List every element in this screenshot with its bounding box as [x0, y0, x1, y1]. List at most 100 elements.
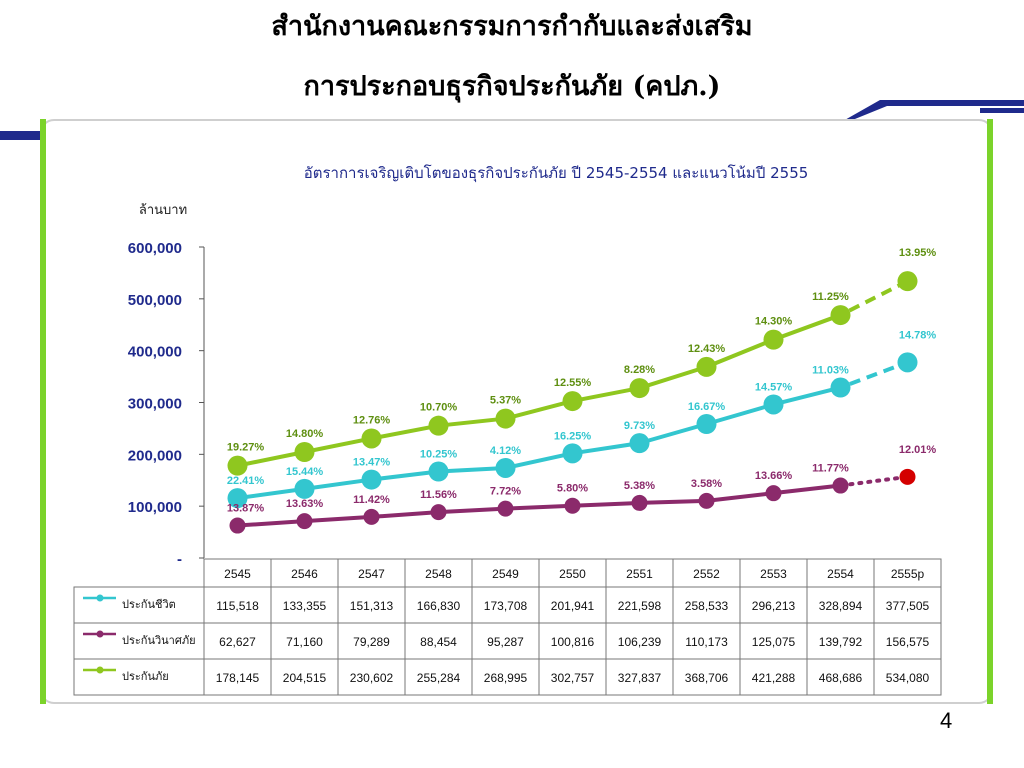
table-cell [672, 658, 741, 696]
forecast-line-total [848, 279, 909, 313]
table-cell-value: 100,816 [551, 635, 595, 649]
data-point-life [763, 394, 784, 415]
table-cell-value: 268,995 [484, 671, 528, 685]
forecast-line-nonlife [848, 474, 910, 487]
table-cell-value: 421,288 [752, 671, 796, 685]
table-header-cell [605, 558, 674, 588]
table-header-label: 2555p [891, 567, 925, 581]
page-number: 4 [940, 708, 953, 733]
table-cell [806, 586, 875, 624]
data-point-total [227, 455, 248, 476]
data-point-life [897, 352, 918, 373]
growth-label-nonlife: 5.80% [557, 483, 588, 495]
growth-label-total: 12.43% [688, 343, 726, 355]
data-point-life [562, 443, 583, 464]
table-cell-value: 95,287 [487, 635, 524, 649]
data-point-nonlife [430, 504, 447, 521]
table-cell [337, 586, 406, 624]
data-point-total [830, 305, 851, 326]
table-cell [806, 622, 875, 660]
table-cell [270, 622, 339, 660]
table-cell-value: 88,454 [420, 635, 457, 649]
data-point-life [361, 469, 382, 490]
growth-label-life: 14.78% [899, 329, 937, 341]
growth-label-life: 9.73% [624, 420, 655, 432]
data-point-total [629, 378, 650, 399]
growth-label-nonlife: 11.56% [420, 489, 457, 501]
data-point-total [562, 391, 583, 412]
growth-label-life: 14.57% [755, 381, 793, 393]
table-cell [672, 622, 741, 660]
table-cell-value: 230,602 [350, 671, 394, 685]
legend-swatch-marker [96, 630, 104, 638]
forecast-line-life [849, 360, 909, 386]
y-tick-label: 100,000 [128, 499, 182, 516]
y-tick-label: 300,000 [128, 396, 182, 413]
growth-label-nonlife: 13.63% [286, 498, 324, 510]
growth-label-life: 11.03% [812, 365, 849, 377]
table-header-label: 2545 [224, 567, 251, 581]
table-header-label: 2549 [492, 567, 519, 581]
table-cell-value: 221,598 [618, 599, 662, 613]
series-nonlife [229, 468, 916, 534]
table-cell [203, 658, 272, 696]
growth-label-total: 13.95% [899, 247, 937, 259]
slide-title-line-1: สำนักงานคณะกรรมการกำกับและส่งเสริม [271, 11, 753, 42]
y-tick-label: 200,000 [128, 447, 182, 464]
table-header-label: 2554 [827, 567, 854, 581]
growth-label-nonlife: 13.66% [755, 470, 793, 482]
growth-label-life: 16.67% [688, 401, 726, 413]
table-legend-cell [73, 658, 205, 696]
data-point-nonlife [899, 468, 916, 485]
table-cell-value: 328,894 [819, 599, 863, 613]
data-point-nonlife [564, 497, 581, 514]
y-tick-label: - [177, 551, 182, 568]
table-header-cell [337, 558, 406, 588]
growth-label-total: 12.55% [554, 377, 592, 389]
y-axis-label: ล้านบาท [139, 203, 187, 218]
table-cell [404, 658, 473, 696]
series-line-total [237, 313, 842, 468]
table-header-label: 2550 [559, 567, 586, 581]
data-point-nonlife [765, 485, 782, 502]
table-cell [337, 658, 406, 696]
table-header-label: 2547 [358, 567, 385, 581]
data-table: 2545 2546 2547 2548 2549 2550 2551 2552 2553 2554… [73, 558, 942, 696]
table-legend-cell [73, 622, 205, 660]
table-cell-value: 156,575 [886, 635, 930, 649]
table-cell [873, 586, 942, 624]
data-point-nonlife [698, 492, 715, 509]
table-cell [538, 658, 607, 696]
data-point-total [897, 271, 918, 292]
table-cell-value: 468,686 [819, 671, 863, 685]
table-cell [672, 586, 741, 624]
table-header-cell [672, 558, 741, 588]
data-point-life [830, 377, 851, 398]
data-point-total [294, 441, 315, 462]
table-header-cell [873, 558, 942, 588]
table-cell-value: 258,533 [685, 599, 729, 613]
table-cell-value: 125,075 [752, 635, 796, 649]
data-point-total [361, 428, 382, 449]
slide-title-line-2: การประกอบธุรกิจประกันภัย (คปภ.) [303, 71, 721, 102]
data-point-total [495, 408, 516, 429]
table-cell [538, 586, 607, 624]
growth-label-total: 14.80% [286, 428, 324, 440]
table-cell [404, 586, 473, 624]
table-cell-value: 204,515 [283, 671, 327, 685]
table-cell [873, 658, 942, 696]
data-point-life [629, 433, 650, 454]
table-cell-value: 327,837 [618, 671, 662, 685]
table-cell [270, 586, 339, 624]
table-series-name: ประกันชีวิต [122, 598, 176, 611]
table-cell [806, 658, 875, 696]
growth-label-life: 4.12% [490, 445, 521, 457]
table-cell-value: 377,505 [886, 599, 930, 613]
growth-label-total: 19.27% [227, 442, 265, 454]
table-cell-value: 534,080 [886, 671, 930, 685]
data-point-life [696, 413, 717, 434]
data-point-life [495, 457, 516, 478]
table-cell-value: 296,213 [752, 599, 796, 613]
table-cell [538, 622, 607, 660]
